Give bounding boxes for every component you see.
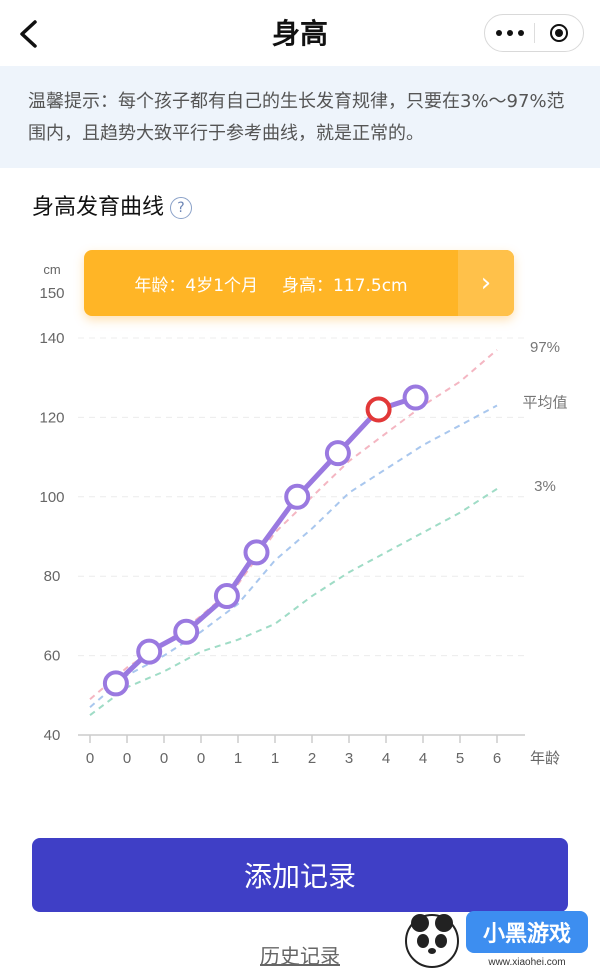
y-unit-label: cm [43, 262, 60, 277]
data-point [102, 670, 129, 697]
measured-line [114, 395, 417, 686]
reference-curve-label: 97% [530, 339, 560, 356]
height-chart: 40 60 80 100 120 140 150 cm 0 0 0 0 1 1 2 3 4 4 5 6 年龄 97% 平均值… [0, 240, 600, 780]
tooltip-height: 身高：117.5cm [282, 275, 408, 296]
y-tick-label: 150 [39, 285, 64, 302]
target-close-icon[interactable] [535, 15, 583, 51]
chart-title: 身高发育曲线 [32, 195, 165, 220]
reference-curve-0 [89, 349, 498, 701]
data-point [136, 638, 163, 665]
data-point [402, 384, 429, 411]
question-circle-icon[interactable]: ? [170, 197, 193, 219]
data-point [173, 618, 200, 645]
reference-curve-1 [89, 404, 498, 708]
svg-text:www.xiaohei.com: www.xiaohei.com [487, 957, 565, 968]
y-tick-label: 40 [44, 727, 61, 744]
highlighted-point [365, 396, 392, 423]
chevron-right-icon[interactable]: › [458, 250, 514, 316]
data-point-tooltip[interactable]: 年龄：4岁1个月 身高：117.5cm › [84, 250, 514, 316]
capsule-divider [534, 23, 535, 43]
x-tick-label: 4 [419, 750, 427, 767]
x-tick-label: 3 [345, 750, 353, 767]
reference-curve-label: 3% [534, 478, 556, 495]
tooltip-content: 年龄：4岁1个月 身高：117.5cm [84, 271, 458, 296]
chart-svg: 40 60 80 100 120 140 150 cm 0 0 0 0 1 1 2 3 4 4 5 6 年龄 97% 平均值… [39, 262, 567, 767]
x-tick-label: 0 [197, 750, 205, 767]
more-dots-icon[interactable] [485, 15, 534, 51]
x-tick-label: 4 [382, 750, 390, 767]
x-tick-label: 0 [86, 750, 94, 767]
tip-text: 温馨提示：每个孩子都有自己的生长发育规律，只要在3%～97%范围内，且趋势大致平… [28, 91, 565, 144]
y-tick-label: 60 [44, 648, 61, 665]
reference-curve-2 [89, 488, 498, 716]
x-tick-label: 1 [234, 750, 242, 767]
page-title: 身高 [271, 17, 328, 50]
x-axis-label: 年龄 [530, 750, 560, 767]
watermark-logo: 小黑游戏 www.xiaohei.com [405, 911, 588, 968]
section-header: 身高发育曲线 ? [32, 192, 193, 224]
y-tick-label: 120 [39, 409, 64, 426]
y-tick-label: 80 [44, 568, 61, 585]
x-tick-label: 6 [493, 750, 501, 767]
y-tick-label: 100 [39, 489, 64, 506]
x-tick-label: 5 [456, 750, 464, 767]
data-point [324, 440, 351, 467]
tooltip-age: 年龄：4岁1个月 [134, 275, 259, 296]
history-link[interactable]: 历史记录 [260, 944, 340, 968]
x-tick-label: 0 [123, 750, 131, 767]
x-tick-label: 0 [160, 750, 168, 767]
mini-program-capsule [484, 14, 584, 52]
nav-bar: 身高 [0, 0, 600, 66]
data-point [284, 483, 311, 510]
svg-text:小黑游戏: 小黑游戏 [483, 921, 571, 946]
back-icon[interactable] [10, 14, 50, 54]
data-point [213, 583, 240, 610]
tip-banner: 温馨提示：每个孩子都有自己的生长发育规律，只要在3%～97%范围内，且趋势大致平… [0, 66, 600, 168]
add-record-button[interactable]: 添加记录 [32, 838, 568, 912]
x-tick-label: 2 [308, 750, 316, 767]
data-point [243, 539, 270, 566]
reference-curve-label: 平均值 [522, 394, 567, 411]
y-tick-label: 140 [39, 330, 64, 347]
x-tick-label: 1 [271, 750, 279, 767]
